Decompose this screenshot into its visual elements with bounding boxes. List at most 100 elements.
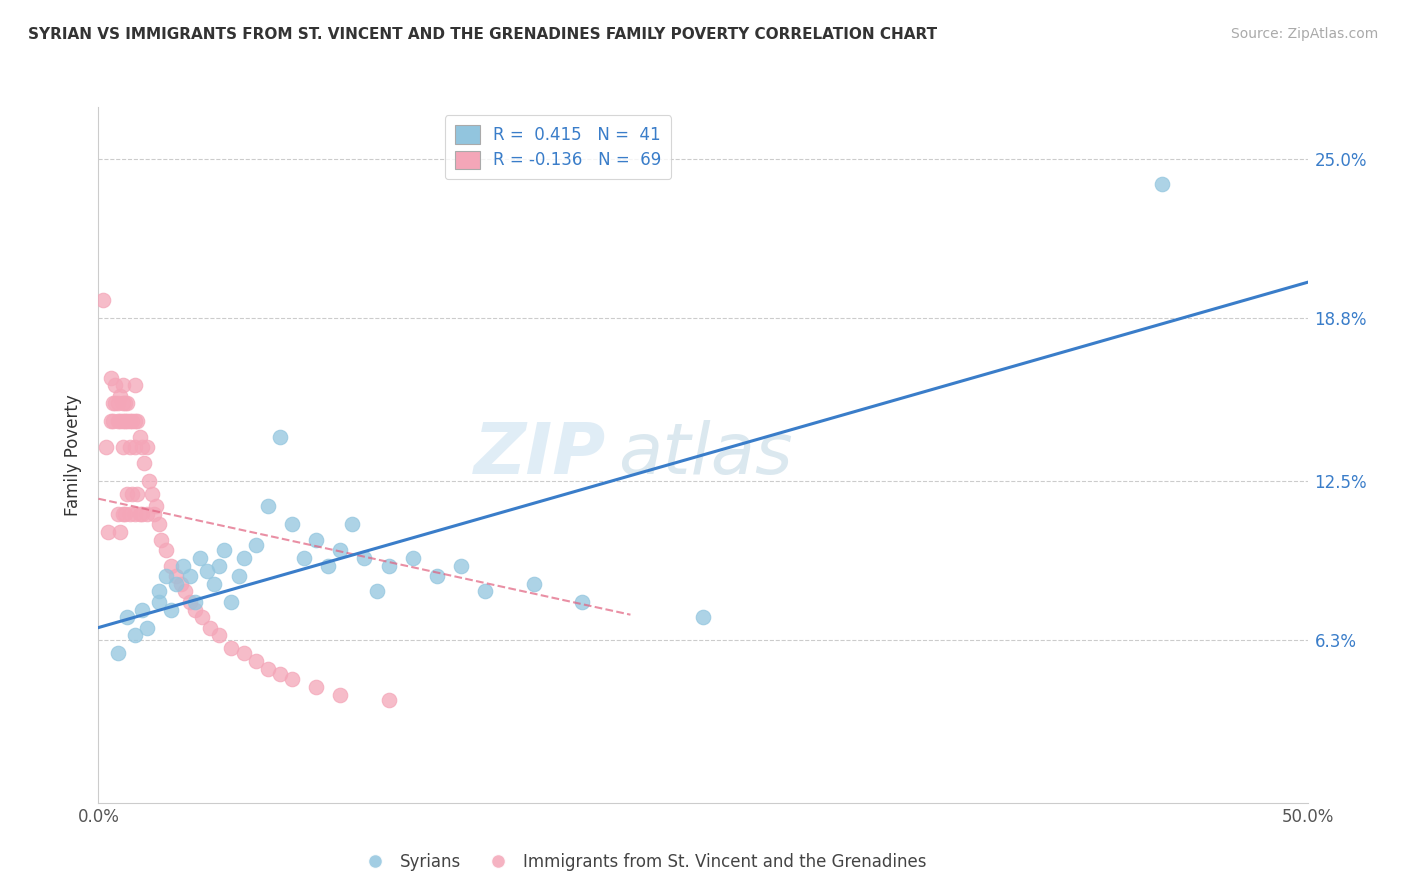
Point (377, 558, 399, 573)
Point (131, 602, 153, 616)
Point (124, 378, 146, 392)
Legend: Syrians, Immigrants from St. Vincent and the Grenadines: Syrians, Immigrants from St. Vincent and… (352, 847, 934, 878)
Point (117, 396, 139, 410)
Point (114, 507, 136, 521)
Point (141, 486, 163, 500)
Point (165, 569, 187, 583)
Point (204, 576, 226, 591)
Point (124, 628, 146, 642)
Point (145, 500, 167, 514)
Point (108, 525, 131, 540)
Point (94, 440, 117, 454)
Point (111, 414, 134, 428)
Point (117, 610, 139, 624)
Point (172, 558, 194, 573)
Point (571, 595, 593, 609)
Point (118, 507, 141, 521)
Point (107, 646, 129, 660)
Point (692, 610, 714, 624)
Point (135, 507, 157, 521)
Point (117, 414, 139, 428)
Point (221, 595, 243, 609)
Point (111, 507, 134, 521)
Point (305, 680, 328, 694)
Point (195, 564, 218, 578)
Point (114, 414, 136, 428)
Point (101, 396, 124, 410)
Point (208, 558, 231, 573)
Text: SYRIAN VS IMMIGRANTS FROM ST. VINCENT AND THE GRENADINES FAMILY POVERTY CORRELAT: SYRIAN VS IMMIGRANTS FROM ST. VINCENT AN… (28, 27, 938, 42)
Point (269, 667, 291, 681)
Point (402, 551, 425, 566)
Point (256, 500, 278, 514)
Point (117, 486, 139, 500)
Point (118, 440, 141, 454)
Point (179, 569, 201, 583)
Point (111, 396, 134, 410)
Point (165, 576, 187, 591)
Point (281, 672, 304, 686)
Point (101, 414, 124, 428)
Point (155, 543, 177, 558)
Point (114, 396, 136, 410)
Point (138, 474, 160, 488)
Point (108, 389, 131, 403)
Point (124, 507, 146, 521)
Point (128, 430, 150, 444)
Y-axis label: Family Poverty: Family Poverty (65, 394, 83, 516)
Point (160, 602, 183, 616)
Point (128, 507, 150, 521)
Point (135, 440, 157, 454)
Point (148, 595, 170, 609)
Point (281, 517, 304, 532)
Text: Source: ZipAtlas.com: Source: ZipAtlas.com (1230, 27, 1378, 41)
Point (107, 414, 129, 428)
Text: atlas: atlas (619, 420, 793, 490)
Point (169, 576, 191, 591)
Point (212, 543, 235, 558)
Point (104, 378, 127, 392)
Point (150, 533, 173, 547)
Point (329, 688, 352, 702)
Point (111, 440, 134, 454)
Point (135, 621, 157, 635)
Point (292, 551, 315, 566)
Point (184, 595, 207, 609)
Point (155, 569, 177, 583)
Point (269, 430, 291, 444)
Point (305, 533, 328, 547)
Point (329, 543, 352, 558)
Point (245, 654, 267, 668)
Point (256, 662, 278, 676)
Point (124, 440, 146, 454)
Point (127, 486, 149, 500)
Point (121, 414, 143, 428)
Point (107, 507, 129, 521)
Point (191, 610, 214, 624)
Point (131, 440, 153, 454)
Point (91, 293, 114, 308)
Point (100, 370, 122, 384)
Point (232, 646, 254, 660)
Point (474, 584, 496, 599)
Point (184, 602, 207, 616)
Point (179, 595, 201, 609)
Point (353, 551, 375, 566)
Point (377, 692, 399, 706)
Point (174, 584, 197, 599)
Point (148, 584, 170, 599)
Point (131, 507, 153, 521)
Text: ZIP: ZIP (474, 420, 606, 490)
Point (143, 507, 166, 521)
Point (160, 558, 183, 573)
Point (1152, 178, 1174, 192)
Point (316, 558, 339, 573)
Point (124, 414, 146, 428)
Point (188, 551, 211, 566)
Point (245, 538, 267, 552)
Point (148, 517, 170, 532)
Point (221, 641, 243, 656)
Point (97, 525, 120, 540)
Point (134, 456, 156, 470)
Point (366, 584, 388, 599)
